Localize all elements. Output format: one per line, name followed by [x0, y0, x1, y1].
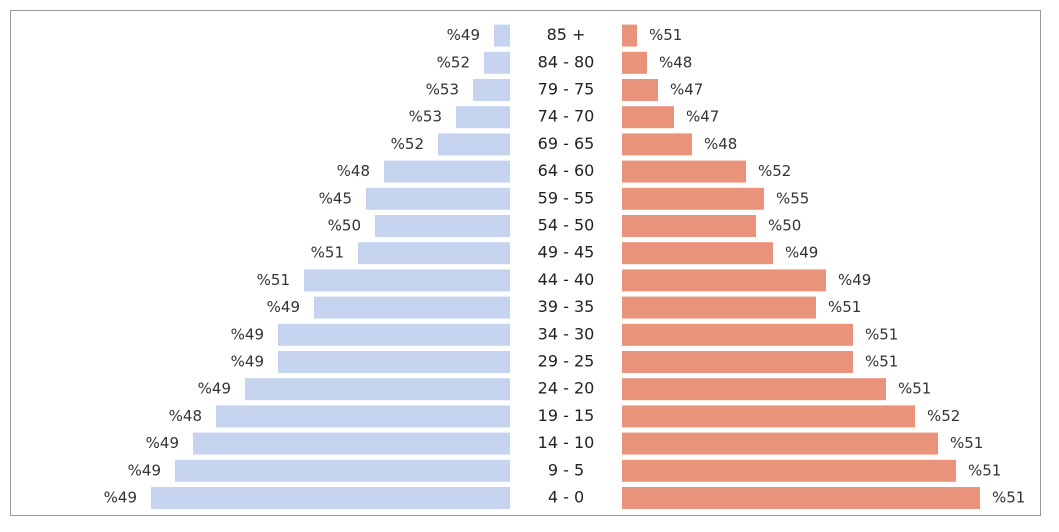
- bar-label: %48: [169, 407, 202, 425]
- bar-label: %49: [128, 461, 161, 479]
- bar: [216, 405, 510, 428]
- bar: [358, 242, 510, 265]
- category-label: 9 - 5: [548, 460, 584, 479]
- bar-label: %51: [649, 26, 682, 44]
- bar-label: %51: [992, 489, 1025, 507]
- category-label: 4 - 0: [548, 488, 584, 507]
- bar: [622, 215, 756, 237]
- bar: [622, 24, 637, 47]
- bar-label: %49: [838, 271, 871, 289]
- bar-label: %49: [231, 325, 264, 343]
- bar: [366, 187, 510, 210]
- category-label: 24 - 20: [538, 379, 595, 398]
- category-label: 74 - 70: [538, 107, 595, 126]
- bar: [484, 51, 510, 74]
- category-label: 64 - 60: [538, 161, 595, 180]
- bar-label: %52: [437, 53, 470, 71]
- category-label: 19 - 15: [538, 406, 595, 425]
- category-label: 29 - 25: [538, 352, 595, 371]
- bar-label: %51: [950, 434, 983, 452]
- bar-label: %55: [776, 189, 809, 207]
- bar: [304, 269, 510, 292]
- frame: [10, 10, 1041, 516]
- bar: [622, 269, 826, 292]
- bar: [622, 79, 658, 101]
- bar: [278, 351, 510, 373]
- bar: [494, 24, 510, 47]
- bar: [622, 323, 853, 346]
- bar-label: %50: [328, 217, 361, 235]
- bar-label: %51: [257, 271, 290, 289]
- bar-label: %49: [146, 434, 179, 452]
- bar-label: %49: [447, 26, 480, 44]
- bar-label: %47: [686, 108, 719, 126]
- bar: [622, 187, 764, 210]
- category-label: 69 - 65: [538, 134, 595, 153]
- bar-label: %51: [865, 325, 898, 343]
- category-label: 59 - 55: [538, 188, 595, 207]
- category-label: 39 - 35: [538, 297, 595, 316]
- bar: [175, 459, 510, 482]
- bar-label: %51: [311, 244, 344, 262]
- bar: [622, 378, 886, 401]
- bar-label: %52: [758, 162, 791, 180]
- bar: [622, 106, 674, 129]
- bar-label: %53: [426, 81, 459, 99]
- category-label: 44 - 40: [538, 270, 595, 289]
- bar-label: %48: [704, 135, 737, 153]
- bar-label: %51: [968, 461, 1001, 479]
- category-label: 14 - 10: [538, 433, 595, 452]
- bar-label: %49: [231, 353, 264, 371]
- category-label: 84 - 80: [538, 52, 595, 71]
- bar: [314, 296, 510, 319]
- bar: [456, 106, 510, 129]
- bar-label: %51: [865, 353, 898, 371]
- bar-label: %52: [391, 135, 424, 153]
- bar-label: %48: [337, 162, 370, 180]
- bar: [278, 323, 510, 346]
- bar: [384, 160, 510, 183]
- bar-label: %49: [267, 298, 300, 316]
- bar: [622, 487, 980, 509]
- bar: [622, 133, 692, 156]
- category-label: 79 - 75: [538, 80, 595, 99]
- bar-label: %49: [104, 489, 137, 507]
- bar-label: %51: [828, 298, 861, 316]
- bar: [193, 432, 510, 455]
- bar-label: %51: [898, 380, 931, 398]
- category-label: 85 +: [547, 25, 586, 44]
- bar-label: %45: [319, 189, 352, 207]
- bar-label: %50: [768, 217, 801, 235]
- bar-label: %48: [659, 53, 692, 71]
- bar: [622, 405, 915, 428]
- bar: [622, 160, 746, 183]
- category-label: 54 - 50: [538, 216, 595, 235]
- category-label: 34 - 30: [538, 324, 595, 343]
- bar: [622, 459, 956, 482]
- bar: [438, 133, 510, 156]
- bar: [151, 487, 510, 509]
- bar: [473, 79, 510, 101]
- bar: [622, 351, 853, 373]
- bar-label: %49: [198, 380, 231, 398]
- bar: [622, 242, 773, 265]
- bar: [245, 378, 510, 401]
- bar-label: %52: [927, 407, 960, 425]
- bar: [622, 432, 938, 455]
- bar: [622, 51, 647, 74]
- bar-label: %47: [670, 81, 703, 99]
- category-label: 49 - 45: [538, 243, 595, 262]
- bar: [622, 296, 816, 319]
- bar: [375, 215, 510, 237]
- bar-label: %53: [409, 108, 442, 126]
- bar-label: %49: [785, 244, 818, 262]
